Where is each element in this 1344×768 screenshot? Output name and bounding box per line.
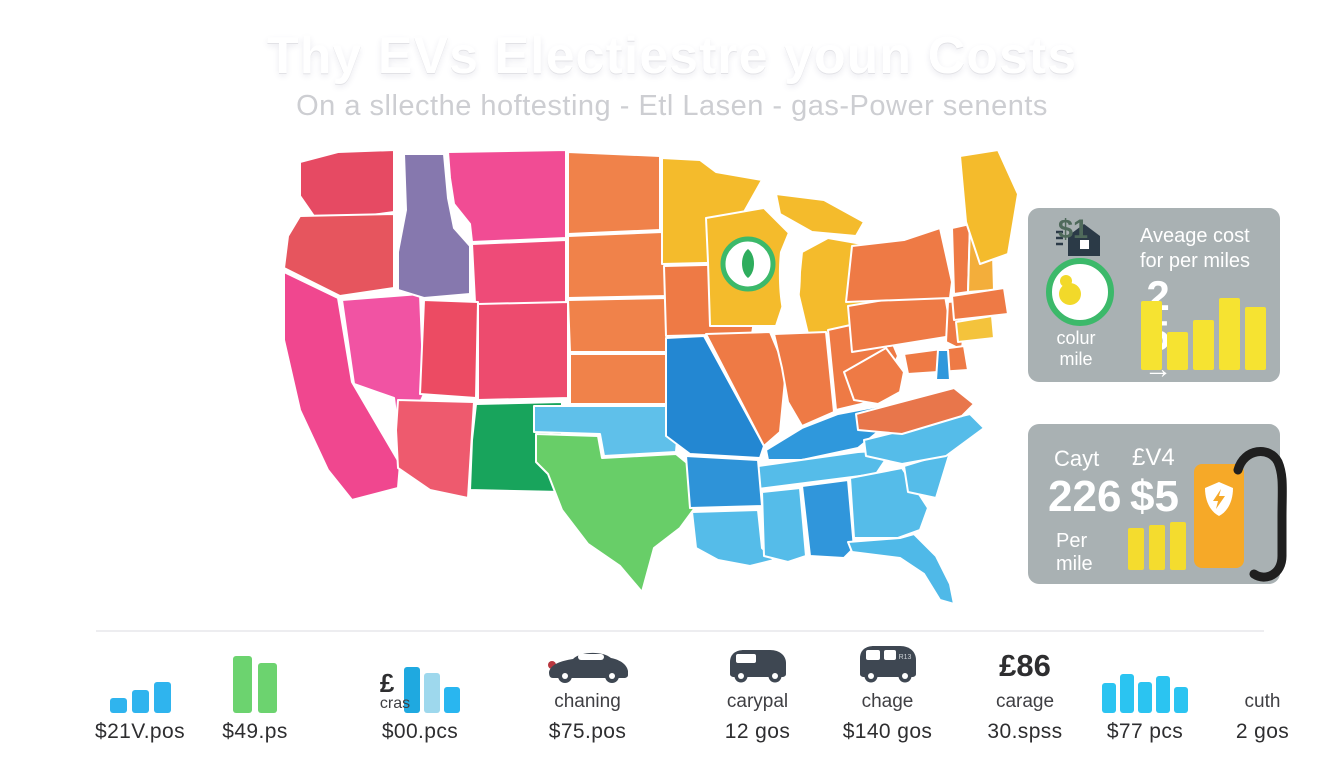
stat-item: carypal 12 gos (695, 640, 820, 744)
state-ne (567, 297, 677, 353)
state-ut (419, 299, 479, 399)
stat-big-value: £86 (999, 648, 1051, 683)
card2-caption: Per mile (1056, 530, 1093, 576)
chesapeake-bay (935, 349, 951, 381)
stat-item: cuth 2 gos (1215, 640, 1310, 744)
mini-bar-chart (1102, 674, 1188, 713)
state-fl (847, 533, 955, 605)
yellow-bar-chart (1141, 298, 1266, 370)
mini-bar-chart (404, 667, 461, 713)
state-va (855, 387, 975, 435)
gas-pump-icon (1194, 464, 1244, 568)
wisconsin-leaf-badge (720, 236, 776, 292)
stat-prefix-caption: cras (379, 695, 411, 712)
mini-bar-chart (109, 682, 171, 713)
sedan-car-icon (547, 652, 628, 683)
state-ar (685, 455, 763, 509)
badge-caption: colur mile (1036, 328, 1116, 370)
state-az (395, 399, 475, 499)
state-mi-up (775, 193, 865, 237)
stat-value: 12 gos (724, 720, 791, 743)
state-ma (951, 287, 1009, 321)
state-in (773, 331, 835, 427)
shield-bolt-icon (1205, 482, 1233, 516)
minivan-car-icon: R13 (859, 646, 916, 683)
state-tx (535, 433, 703, 593)
card-heading-line1: Aveage cost (1140, 225, 1250, 247)
badge-value: $1 (1058, 214, 1089, 244)
state-mo (665, 335, 765, 459)
states-group (283, 149, 1019, 605)
stat-prefix: £ cras (379, 668, 411, 713)
stat-item: $77 pcs (1085, 640, 1205, 744)
state-ms (761, 487, 807, 563)
currency-symbol: £ (379, 668, 395, 698)
stat-caption: cuth (1244, 691, 1281, 712)
stat-bars-with-prefix: £ cras (379, 667, 461, 713)
stat-item: $21V.pos (85, 640, 195, 744)
divider-line (96, 630, 1264, 632)
car-badge-text: R13 (898, 654, 911, 661)
mini-bar-chart (233, 656, 277, 713)
state-me (959, 149, 1019, 265)
state-co (477, 301, 569, 401)
pump-hose (1233, 447, 1287, 582)
stat-caption: carypal (726, 691, 789, 712)
stat-caption: chage (861, 691, 914, 712)
state-sd (567, 231, 669, 299)
stat-item: £86 carage 30.spss (975, 640, 1075, 744)
house-icon (1056, 224, 1100, 256)
lake-michigan (778, 230, 801, 332)
state-mt (447, 149, 567, 243)
state-or (283, 213, 395, 297)
state-wv (843, 347, 905, 405)
card2-caption-line2: mile (1056, 553, 1093, 575)
dollar-badge (1046, 258, 1114, 326)
state-wa (299, 149, 395, 223)
leaf-icon (742, 249, 754, 278)
pear-icon (1059, 275, 1081, 305)
badge-caption-line2: mile (1059, 349, 1093, 369)
state-nc (863, 413, 985, 465)
state-id (397, 153, 471, 299)
page-title: Thy EVs Electiestre youn Costs (266, 27, 1078, 85)
state-nd (567, 151, 661, 235)
stat-item: £ cras $00.pcs (350, 640, 490, 744)
stat-value: $77 pcs (1106, 720, 1184, 743)
state-il (705, 331, 787, 447)
badge-caption-line1: colur (1056, 328, 1096, 348)
state-la (691, 509, 775, 567)
suv-car-icon (729, 650, 786, 683)
stat-item: R13 chage $140 gos (825, 640, 950, 744)
state-al (801, 479, 855, 559)
stat-caption: chaning (554, 691, 621, 712)
card2-value-left: 226 (1048, 472, 1122, 521)
stat-item: chaning $75.pos (520, 640, 655, 744)
average-cost-card: $1 colur mile Aveage cost for per miles … (1028, 208, 1280, 383)
card-heading: Aveage cost for per miles (1140, 224, 1274, 274)
stat-value: $00.pcs (381, 720, 459, 743)
card2-value-right: $5 (1130, 472, 1179, 521)
state-ct (955, 315, 995, 343)
stat-value: $49.ps (222, 720, 288, 743)
state-ny (845, 227, 953, 303)
stat-value: $21V.pos (94, 720, 185, 743)
card-heading-line2: for per miles (1140, 250, 1251, 272)
state-ks (569, 353, 681, 405)
card2-label-left: Cayt (1054, 446, 1100, 471)
stat-item: $49.ps (200, 640, 310, 744)
card2-caption-line1: Per (1056, 530, 1088, 552)
cost-per-mile-card: Cayt £V4 226 $5 Per mile (1028, 424, 1287, 584)
yellow-bar-chart-small (1128, 522, 1186, 570)
stat-value: $75.pos (548, 720, 627, 743)
stat-value: 2 gos (1235, 720, 1290, 743)
page-subtitle: On a sllecthe hoftesting - Etl Lasen - g… (296, 90, 1048, 122)
state-md (903, 345, 969, 375)
stat-caption: carage (995, 691, 1055, 712)
stat-value: $140 gos (842, 720, 933, 743)
stat-value: 30.spss (987, 720, 1063, 743)
card2-label-right: £V4 (1132, 444, 1175, 471)
state-ca (283, 271, 401, 501)
